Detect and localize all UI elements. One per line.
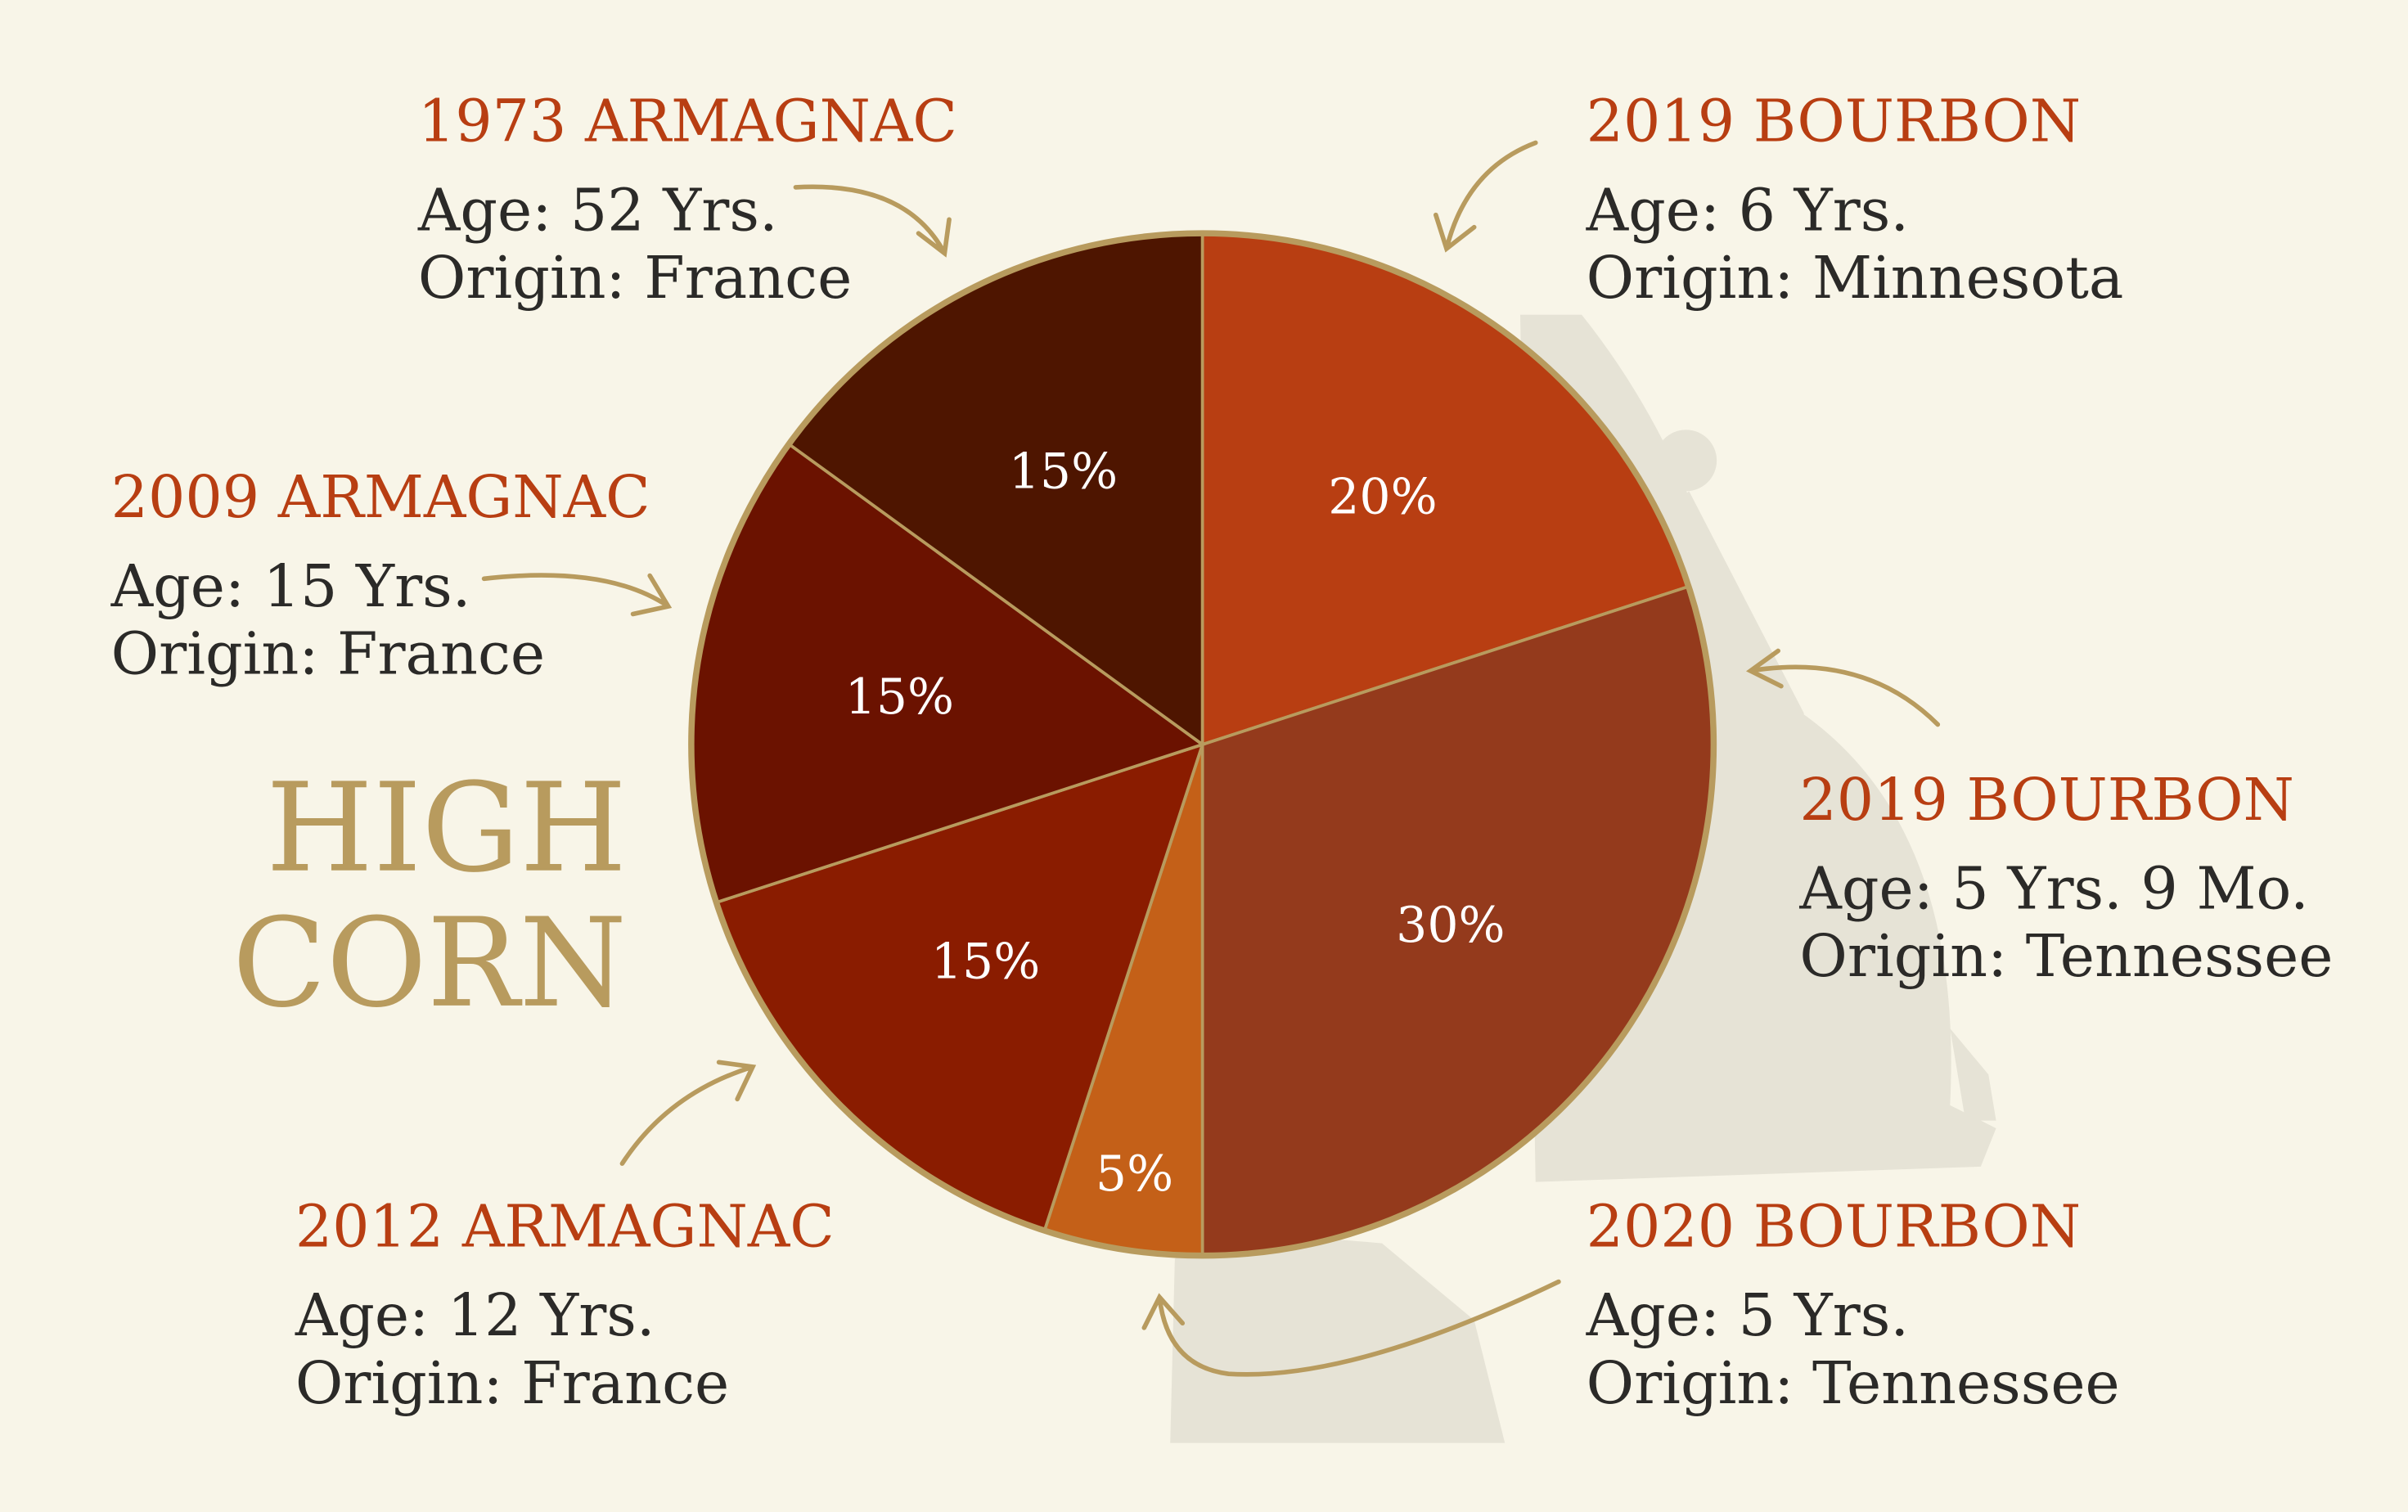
annotation-age: Age: 6 Yrs. [1586,176,1909,244]
arrow-icon [481,573,673,617]
annotation-1973-armagnac: 1973 ARMAGNAC Age: 52 Yrs. Origin: Franc… [417,88,957,312]
arrow-icon [793,184,952,258]
annotation-2020-bourbon: 2020 BOURBON Age: 5 Yrs. Origin: Tenness… [1586,1192,2120,1416]
annotation-title: 2019 BOURBON [1799,766,2293,834]
arrow-icon [619,1060,757,1166]
annotation-2012-armagnac: 2012 ARMAGNAC Age: 12 Yrs. Origin: Franc… [295,1192,835,1416]
annotation-title: 2009 ARMAGNAC [111,463,650,531]
slice-percent-label: 30% [1396,897,1505,954]
annotation-title: 2020 BOURBON [1587,1192,2081,1260]
annotation-age: Age: 15 Yrs. [110,552,471,620]
chart-title-line-1: HIGH [266,758,627,900]
slice-percent-label: 15% [931,934,1040,991]
slice-percent-label: 5% [1096,1145,1173,1203]
arrow-icon [1141,1279,1561,1377]
annotation-2019-bourbon-tennessee: 2019 BOURBON Age: 5 Yrs. 9 Mo. Origin: T… [1798,766,2333,990]
slice-percent-label: 20% [1328,468,1437,525]
annotation-title: 1973 ARMAGNAC [418,88,957,155]
annotation-origin: Origin: Tennessee [1799,922,2333,990]
arrow-icon [1745,648,1941,727]
annotation-origin: Origin: France [295,1349,729,1417]
chart-title-line-2: CORN [232,893,627,1035]
annotation-age: Age: 12 Yrs. [295,1281,655,1349]
annotation-title: 2019 BOURBON [1587,88,2081,155]
annotation-age: Age: 52 Yrs. [417,176,778,244]
slice-percent-label: 15% [845,668,954,726]
annotation-2019-bourbon-minnesota: 2019 BOURBON Age: 6 Yrs. Origin: Minneso… [1586,88,2124,312]
slice-percent-label: 15% [1009,443,1118,501]
annotation-age: Age: 5 Yrs. [1586,1281,1909,1349]
arrow-icon [1433,140,1538,253]
annotation-origin: Origin: France [418,244,852,312]
pie-border [688,230,1717,1259]
annotation-origin: Origin: Minnesota [1587,244,2124,312]
annotation-origin: Origin: France [111,620,545,688]
annotation-2009-armagnac: 2009 ARMAGNAC Age: 15 Yrs. Origin: Franc… [110,463,650,687]
annotation-age: Age: 5 Yrs. 9 Mo. [1798,855,2308,923]
annotation-title: 2012 ARMAGNAC [295,1192,835,1260]
annotation-origin: Origin: Tennessee [1587,1349,2120,1417]
